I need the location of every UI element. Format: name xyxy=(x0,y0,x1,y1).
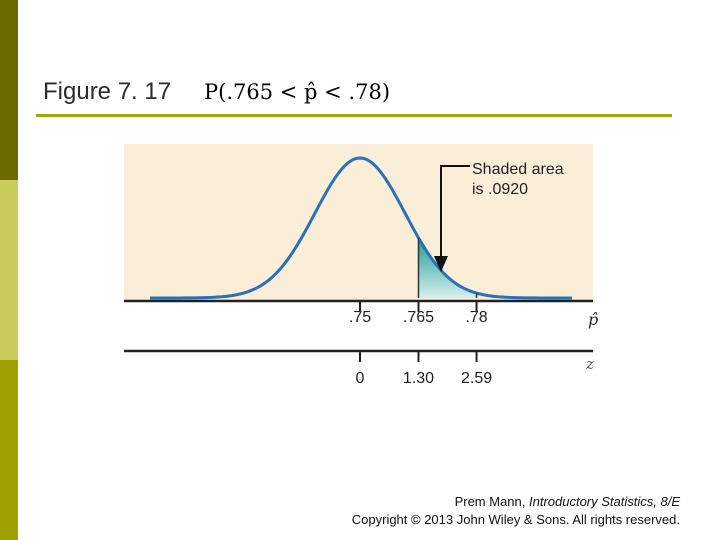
title-underline xyxy=(36,114,672,117)
shaded-area xyxy=(418,237,477,298)
annotation-line2: is .0920 xyxy=(472,181,528,198)
credit-line-2: Copyright © 2013 John Wiley & Sons. All … xyxy=(351,512,680,527)
normal-curve xyxy=(150,156,572,300)
credit-author: Prem Mann, xyxy=(454,494,529,509)
sidebar-light-block xyxy=(0,180,18,360)
z-axis-label: z xyxy=(585,355,594,373)
z-tick-label: 1.30 xyxy=(403,370,434,387)
sidebar-dark-block xyxy=(0,0,18,180)
annotation-line1: Shaded area xyxy=(472,161,564,178)
z-tick-label: 2.59 xyxy=(461,370,492,387)
credit-book-title: Introductory Statistics, 8/E xyxy=(528,494,680,509)
phat-axis-label: p̂ xyxy=(588,310,598,329)
annotation-leader-line xyxy=(440,165,470,258)
phat-tick-label: .765 xyxy=(403,309,434,326)
figure-background xyxy=(124,144,593,301)
annotation-arrowhead xyxy=(434,256,448,272)
phat-tick-label: .78 xyxy=(465,309,487,326)
phat-tick-label: .75 xyxy=(349,309,371,326)
z-tick-label: 0 xyxy=(356,370,365,387)
slide-title: Figure 7. 17 xyxy=(43,78,172,105)
sidebar-mid-block xyxy=(0,360,18,540)
probability-formula: P(.765 < p̂ < .78) xyxy=(204,80,391,104)
credit-line-1: Prem Mann, Introductory Statistics, 8/E xyxy=(455,494,680,509)
